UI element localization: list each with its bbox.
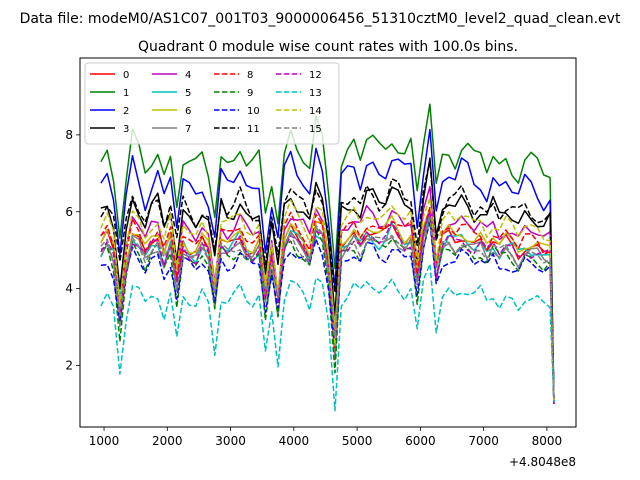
- y-axis: 2 4 6 8: [65, 128, 80, 373]
- series-line-1: [100, 103, 555, 403]
- plot-title: Quadrant 0 module wise count rates with …: [138, 39, 518, 55]
- series-line-15: [100, 217, 555, 399]
- y-tick-label: 6: [65, 205, 73, 219]
- legend-label-11: 11: [247, 124, 260, 135]
- x-tick-label: 4000: [279, 434, 310, 448]
- legend-label-14: 14: [309, 106, 322, 117]
- series-line-11: [100, 159, 555, 399]
- series-line-13: [100, 263, 555, 412]
- series-layer: [100, 103, 555, 412]
- figure-suptitle: Data file: modeM0/AS1C07_001T03_90000064…: [20, 11, 621, 27]
- x-tick-label: 2000: [152, 434, 183, 448]
- legend-box: [84, 62, 340, 145]
- legend-label-6: 6: [185, 106, 191, 117]
- legend-label-13: 13: [309, 88, 322, 99]
- legend-label-1: 1: [123, 88, 129, 99]
- y-tick-label: 4: [65, 282, 73, 296]
- x-axis: 1000 2000 3000 4000 5000 6000 7000 8000: [89, 427, 562, 448]
- x-tick-label: 7000: [468, 434, 499, 448]
- x-tick-label: 1000: [89, 434, 120, 448]
- legend-label-4: 4: [185, 70, 191, 81]
- legend-label-7: 7: [185, 124, 191, 135]
- y-tick-label: 2: [65, 359, 73, 373]
- x-tick-label: 6000: [405, 434, 436, 448]
- x-axis-offset-label: +4.8048e8: [509, 455, 576, 469]
- x-tick-label: 8000: [532, 434, 563, 448]
- plot-frame: [79, 57, 577, 428]
- x-tick-label: 5000: [342, 434, 373, 448]
- series-line-14: [100, 197, 555, 401]
- y-tick-label: 8: [65, 128, 73, 142]
- series-line-2: [100, 128, 555, 401]
- legend-label-9: 9: [247, 88, 253, 99]
- legend-label-0: 0: [123, 70, 129, 81]
- series-line-10: [100, 220, 555, 401]
- legend-label-5: 5: [185, 88, 191, 99]
- legend-label-15: 15: [309, 124, 322, 135]
- legend-label-2: 2: [123, 106, 129, 117]
- legend-label-10: 10: [247, 106, 260, 117]
- legend-label-8: 8: [247, 70, 253, 81]
- legend-label-12: 12: [309, 70, 322, 81]
- legend-label-3: 3: [123, 124, 129, 135]
- x-tick-label: 3000: [215, 434, 246, 448]
